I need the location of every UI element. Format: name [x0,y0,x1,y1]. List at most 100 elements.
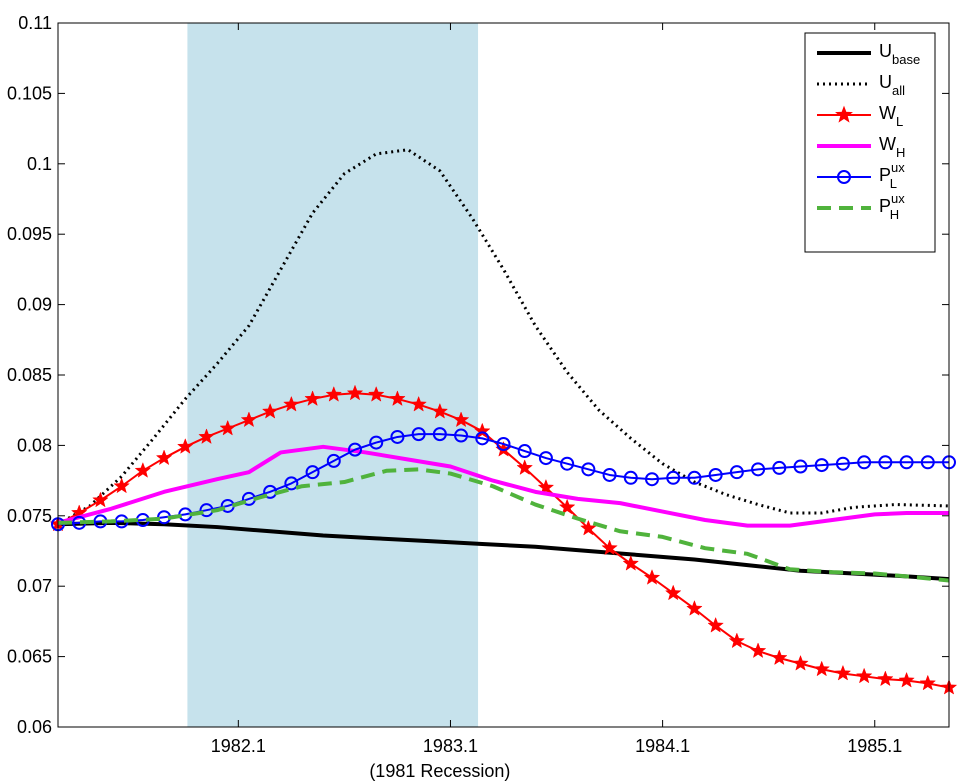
data-point-star [537,478,555,495]
data-point-circle [411,427,426,442]
legend-label: Pux H [879,191,905,222]
y-tick-label: 0.085 [7,365,52,385]
data-point-star [558,498,576,515]
series-line-p-ux-l [57,433,949,526]
data-point-circle [538,451,553,466]
y-tick-label: 0.075 [7,506,52,526]
data-point-star [749,642,767,659]
data-point-star [643,569,661,585]
data-point-star [452,411,470,428]
series-w-l [49,384,958,695]
legend-entry: Pux H [817,191,905,222]
data-point-star [580,519,597,536]
data-point-circle [814,458,829,473]
data-point-circle [348,442,362,457]
data-point-star [410,395,427,412]
legend-label: Ubase [879,41,920,67]
y-tick-label: 0.07 [17,576,52,596]
series-line-p-ux-h [57,467,950,583]
data-point-circle [326,453,341,468]
data-point-circle [857,455,872,470]
data-point-circle [793,459,808,474]
data-point-star [219,419,236,436]
data-point-circle [772,460,787,475]
legend-label: WL [879,103,903,129]
data-point-circle [708,467,723,482]
legend-label: Uall [879,72,905,98]
x-axis-label: (1981 Recession) [369,761,510,781]
data-point-circle [666,470,681,485]
legend-entry: Uall [817,72,905,98]
legend-entry: Ubase [817,41,920,67]
data-point-star [771,649,788,666]
data-point-star [134,462,152,478]
data-point-star [346,384,364,401]
data-point-star [919,674,937,691]
data-point-star [707,616,724,633]
data-point-circle [581,462,596,477]
data-point-star [389,390,406,406]
data-point-circle [496,436,511,451]
data-point-circle [284,476,299,491]
axes-layer: 0.060.0650.070.0750.080.0850.090.0950.10… [7,13,949,756]
data-point-star [855,667,873,684]
y-tick-label: 0.065 [7,647,52,667]
data-point-star [877,670,894,687]
data-point-star [686,600,703,616]
x-tick-label: 1984.1 [635,736,690,756]
data-point-circle [920,455,935,470]
y-tick-label: 0.095 [7,224,52,244]
series-u-all [57,148,950,526]
data-point-star [367,385,385,402]
data-point-star [92,491,109,508]
data-point-star [601,539,618,556]
y-tick-label: 0.06 [17,717,52,737]
data-point-star [198,428,215,444]
data-point-star [516,459,533,475]
data-point-star [240,411,258,428]
y-tick-label: 0.11 [18,13,52,33]
data-point-star [664,584,682,601]
data-point-circle [751,462,766,477]
data-point-circle [645,472,659,487]
y-tick-label: 0.1 [27,154,52,174]
data-point-circle [899,455,914,470]
data-point-star [898,671,915,688]
legend-entry: WL [817,103,903,129]
data-point-star [113,477,130,494]
data-point-circle [687,470,702,485]
data-point-circle [835,456,850,471]
legend-marker-circle [837,170,851,184]
data-point-star [834,664,852,681]
data-point-circle [602,467,617,482]
x-tick-label: 1983.1 [423,736,478,756]
data-point-star [622,554,640,571]
data-point-circle [390,429,405,444]
legend-entry: WH [817,134,905,160]
data-point-circle [517,444,532,459]
data-point-circle [369,435,384,450]
x-tick-label: 1982.1 [211,736,266,756]
series-w-h [57,444,949,528]
data-point-circle [560,456,575,471]
x-tick-label: 1985.1 [847,736,902,756]
y-tick-label: 0.09 [17,295,52,315]
series-line-w-h [57,444,949,528]
data-point-star [431,402,449,419]
data-point-circle [878,455,893,470]
data-point-circle [305,465,320,480]
data-point-star [261,402,279,419]
legend-label: Pux L [879,160,905,191]
data-point-star [177,438,194,454]
data-point-star [325,385,343,402]
legend-marker-star [835,105,853,123]
data-point-star [728,632,746,649]
data-point-circle [729,465,744,480]
data-point-star [792,654,809,671]
legend-label: WH [879,134,905,160]
series-p-ux-h [57,467,950,583]
data-point-star [155,449,173,466]
data-point-circle [454,428,469,443]
